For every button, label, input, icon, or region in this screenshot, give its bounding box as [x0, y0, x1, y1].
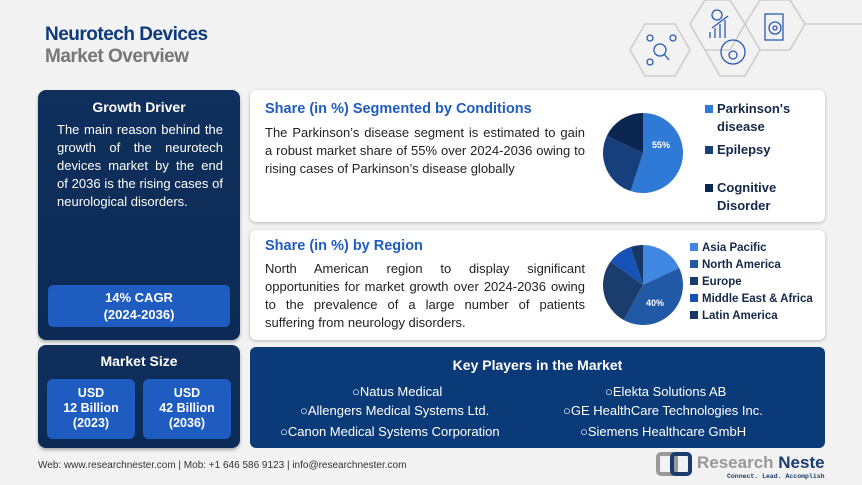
value: 12 Billion [63, 401, 119, 415]
growth-chart-icon [709, 9, 729, 38]
legend-item: Latin America [690, 308, 813, 325]
market-size-panel: Market Size USD 12 Billion (2023) USD 42… [38, 345, 240, 448]
key-player-name: Allengers Medical Systems Ltd. [307, 403, 490, 418]
legend-swatch [690, 243, 698, 251]
pie-slice-cognitive-disorder [606, 113, 643, 153]
legend-label: Latin America [702, 310, 778, 322]
year: (2036) [168, 416, 206, 430]
growth-driver-text: The main reason behind the growth of the… [57, 122, 223, 209]
currency: USD [77, 386, 105, 400]
legend-item: Asia Pacific [690, 240, 813, 257]
pie-data-label: 55% [652, 140, 670, 150]
key-player: ○GE HealthCare Technologies Inc. [563, 403, 763, 418]
footer-contact: Web: www.researchnester.com | Mob: +1 64… [38, 460, 407, 471]
pie-slice-parkinson-s-disease [630, 113, 683, 193]
legend-label: Asia Pacific [702, 242, 767, 254]
key-player-name: Elekta Solutions AB [612, 384, 727, 399]
legend-swatch [690, 294, 698, 302]
legend-item: North America [690, 257, 813, 274]
key-players-title: Key Players in the Market [452, 357, 623, 373]
logo-icon: Research Nester Connect. Lead. Accomplis… [656, 452, 832, 480]
conditions-pie-chart: 55% [603, 113, 683, 193]
legend-label: North America [702, 259, 781, 271]
legend-item: Middle East & Africa [690, 291, 813, 308]
region-text: North American region to display signifi… [265, 261, 585, 330]
cagr-badge: 14% CAGR (2024-2036) [48, 285, 230, 327]
pie-slice-middle-east-africa [610, 246, 643, 285]
legend-label: Middle East & Africa [702, 293, 813, 305]
globe-location-icon [720, 39, 746, 65]
pie-slice-europe [603, 261, 643, 321]
value: 42 Billion [159, 401, 215, 415]
market-size-2023: USD 12 Billion (2023) [47, 379, 135, 439]
pie-slice-asia-pacific [643, 245, 680, 285]
key-player: ○Natus Medical [352, 384, 443, 399]
market-size-title: Market Size [100, 353, 178, 369]
year: (2023) [72, 416, 110, 430]
clipboard-target-icon [764, 13, 784, 41]
legend-swatch [705, 184, 713, 192]
cagr-period: (2024-2036) [103, 307, 175, 322]
legend-item: Europe [690, 274, 813, 291]
pie-slice-epilepsy [603, 135, 643, 192]
key-player: ○Canon Medical Systems Corporation [280, 424, 500, 439]
legend-parkinsons: Parkinson's disease [705, 100, 797, 136]
region-pie-chart: 40% [603, 245, 683, 325]
legend-epilepsy: Epilepsy [705, 141, 797, 159]
legend-cognitive: Cognitive Disorder [705, 179, 797, 215]
research-nester-logo: Research Nester Connect. Lead. Accomplis… [655, 450, 832, 485]
market-size-2036: USD 42 Billion (2036) [143, 379, 231, 439]
key-player-name: GE HealthCare Technologies Inc. [570, 403, 763, 418]
growth-driver-title: Growth Driver [92, 99, 186, 115]
pie-data-label: 40% [646, 298, 664, 308]
pie-slice-north-america [623, 267, 683, 325]
legend-swatch [690, 277, 698, 285]
key-player-name: Siemens Healthcare GmbH [587, 424, 747, 439]
page-subtitle: Market Overview [45, 46, 189, 67]
legend-label: Europe [702, 276, 742, 288]
legend-label: Epilepsy [717, 142, 771, 157]
growth-driver-panel: Growth Driver The main reason behind the… [38, 90, 240, 340]
conditions-title: Share (in %) Segmented by Conditions [265, 101, 532, 117]
network-search-icon [646, 34, 677, 66]
legend-label: Parkinson's disease [717, 101, 791, 134]
page-title: Neurotech Devices [45, 24, 208, 45]
currency: USD [173, 386, 201, 400]
key-player: ○Elekta Solutions AB [605, 384, 727, 399]
key-player: ○Allengers Medical Systems Ltd. [300, 403, 490, 418]
legend-label: Cognitive Disorder [717, 180, 777, 213]
conditions-card: Share (in %) Segmented by Conditions The… [250, 90, 825, 222]
svg-text:Connect. Lead. Accomplish: Connect. Lead. Accomplish [727, 473, 825, 480]
svg-text:Research Nester: Research Nester [697, 453, 825, 472]
key-player: ○Siemens Healthcare GmbH [580, 424, 747, 439]
legend-swatch [705, 105, 713, 113]
legend-swatch [705, 146, 713, 154]
region-card: Share (in %) by Region North American re… [250, 230, 825, 340]
legend-swatch [690, 260, 698, 268]
region-title: Share (in %) by Region [265, 238, 423, 254]
legend-swatch [690, 311, 698, 319]
cagr-value: 14% CAGR [105, 290, 173, 305]
decorative-hexagon-icons [629, 0, 862, 77]
key-player-name: Canon Medical Systems Corporation [287, 424, 500, 439]
key-player-name: Natus Medical [359, 384, 443, 399]
conditions-text: The Parkinson’s disease segment is estim… [265, 125, 585, 176]
pie-slice-latin-america [630, 245, 643, 285]
key-players-panel: Key Players in the Market ○Natus Medical… [250, 347, 825, 448]
